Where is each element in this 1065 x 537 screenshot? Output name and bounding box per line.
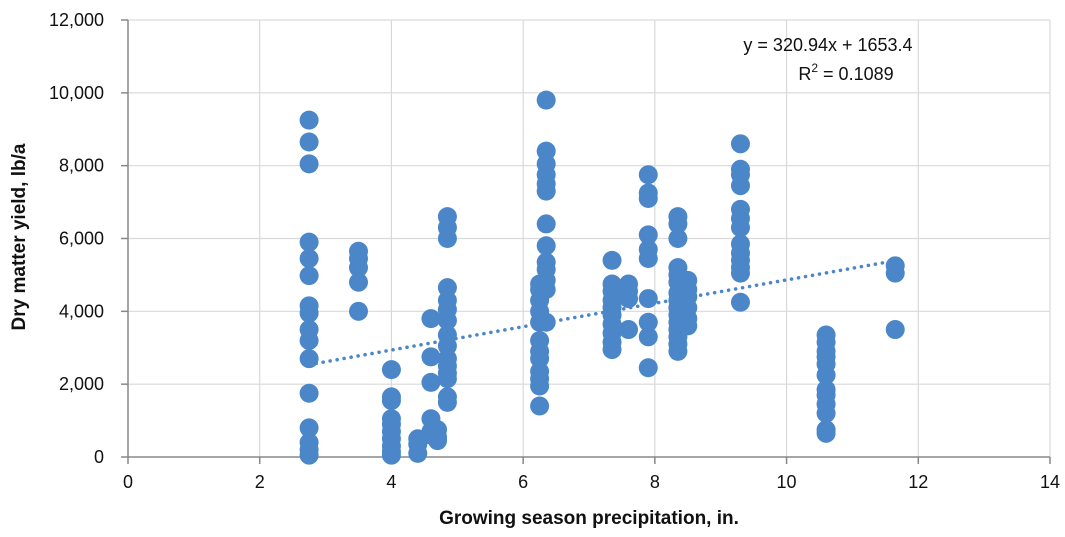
data-point bbox=[668, 229, 688, 248]
data-points bbox=[299, 90, 905, 465]
x-tick-label: 6 bbox=[518, 472, 528, 492]
trendline-group bbox=[307, 258, 897, 367]
data-point bbox=[816, 365, 836, 385]
data-point bbox=[730, 263, 750, 283]
data-point bbox=[381, 391, 401, 411]
y-axis-ticks: 0 2,000 4,000 6,000 8,000 10,000 12,000 bbox=[49, 10, 128, 467]
data-point bbox=[638, 165, 658, 185]
data-point bbox=[421, 347, 441, 367]
r-squared-prefix: R bbox=[798, 64, 811, 84]
data-point bbox=[730, 218, 750, 238]
x-tick-label: 0 bbox=[123, 472, 133, 492]
data-point bbox=[299, 249, 319, 269]
data-point bbox=[678, 316, 698, 336]
data-point bbox=[638, 188, 658, 208]
r-squared-value: = 0.1089 bbox=[818, 64, 894, 84]
data-point bbox=[816, 403, 836, 423]
data-point bbox=[638, 312, 658, 332]
data-point bbox=[349, 272, 368, 292]
x-tick-label: 12 bbox=[908, 472, 928, 492]
data-point bbox=[885, 263, 905, 283]
data-point bbox=[638, 225, 658, 245]
data-point bbox=[421, 372, 441, 392]
x-axis-title: Growing season precipitation, in. bbox=[439, 508, 739, 529]
data-point bbox=[408, 443, 428, 463]
data-point bbox=[730, 134, 750, 154]
data-point bbox=[530, 376, 550, 396]
y-tick-label: 0 bbox=[94, 447, 104, 467]
data-point bbox=[381, 360, 401, 380]
data-point bbox=[536, 236, 556, 256]
y-tick-label: 12,000 bbox=[49, 10, 104, 30]
data-point bbox=[638, 249, 658, 269]
data-point bbox=[299, 418, 319, 438]
x-tick-label: 4 bbox=[386, 472, 396, 492]
data-point bbox=[602, 340, 622, 360]
data-point bbox=[299, 232, 319, 252]
r-squared-label: R2 = 0.1089 bbox=[798, 61, 893, 84]
data-point bbox=[437, 310, 457, 330]
data-point bbox=[299, 383, 319, 403]
data-point bbox=[349, 301, 368, 321]
data-point bbox=[638, 289, 658, 309]
data-point bbox=[349, 258, 368, 278]
data-point bbox=[619, 320, 639, 340]
data-point bbox=[299, 154, 319, 174]
data-point bbox=[437, 229, 457, 248]
data-point bbox=[816, 423, 836, 443]
y-tick-label: 8,000 bbox=[59, 156, 104, 176]
x-tick-label: 8 bbox=[650, 472, 660, 492]
data-point bbox=[619, 289, 639, 309]
data-point bbox=[638, 327, 658, 347]
x-tick-label: 2 bbox=[255, 472, 265, 492]
data-point bbox=[530, 396, 550, 416]
data-point bbox=[299, 266, 319, 286]
data-point bbox=[536, 279, 556, 299]
data-point bbox=[299, 349, 319, 369]
data-point bbox=[299, 132, 319, 152]
data-point bbox=[299, 110, 319, 130]
x-axis-ticks: 0 2 4 6 8 10 12 14 bbox=[123, 457, 1060, 492]
data-point bbox=[885, 320, 905, 340]
data-point bbox=[437, 392, 457, 412]
data-point bbox=[299, 303, 319, 323]
data-point bbox=[536, 90, 556, 110]
x-tick-label: 10 bbox=[777, 472, 797, 492]
grid-lines bbox=[128, 19, 1051, 457]
data-point bbox=[421, 309, 441, 329]
y-axis-title: Dry matter yield, lb/a bbox=[9, 143, 30, 330]
y-tick-label: 10,000 bbox=[49, 83, 104, 103]
data-point bbox=[638, 358, 658, 378]
data-point bbox=[536, 181, 556, 201]
trendline-equation: y = 320.94x + 1653.4 bbox=[743, 35, 912, 55]
r-squared-superscript: 2 bbox=[811, 61, 818, 75]
data-point bbox=[602, 250, 622, 270]
data-point bbox=[299, 445, 319, 465]
data-point bbox=[668, 214, 688, 234]
data-point bbox=[668, 341, 688, 361]
data-point bbox=[536, 214, 556, 234]
data-point bbox=[428, 431, 448, 451]
data-point bbox=[730, 176, 750, 196]
data-point bbox=[299, 330, 319, 350]
data-point bbox=[381, 445, 401, 465]
data-point bbox=[730, 292, 750, 312]
x-tick-label: 14 bbox=[1040, 472, 1060, 492]
y-tick-label: 2,000 bbox=[59, 374, 104, 394]
data-point bbox=[437, 369, 457, 389]
y-tick-label: 4,000 bbox=[59, 301, 104, 321]
trendline bbox=[307, 258, 897, 367]
y-tick-label: 6,000 bbox=[59, 229, 104, 249]
